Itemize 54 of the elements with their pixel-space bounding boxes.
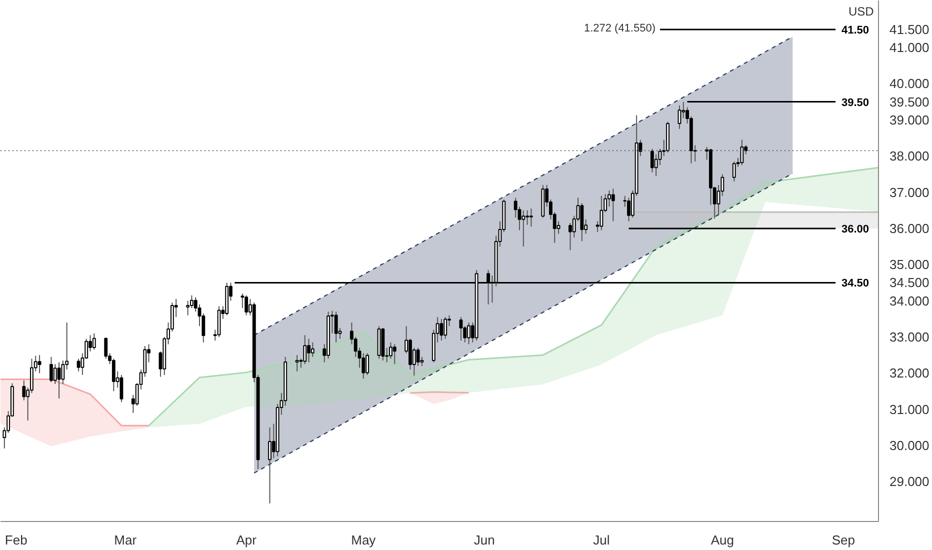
y-tick-label: 41.000 [890, 40, 930, 56]
y-tick-label: 32.000 [890, 366, 930, 381]
candlestick [611, 188, 615, 222]
y-tick-label: 34.000 [890, 293, 930, 308]
candlestick [529, 208, 533, 228]
x-tick-label: Jun [474, 532, 495, 548]
candlestick [366, 352, 370, 376]
y-tick-label: 34.500 [890, 275, 930, 290]
candlestick [295, 354, 299, 372]
x-tick-label: Sep [832, 532, 855, 548]
x-tick-label: Aug [710, 532, 734, 548]
candlestick [568, 222, 572, 251]
y-tick-label: 39.000 [890, 112, 930, 128]
y-tick-label: 38.000 [890, 148, 930, 164]
y-tick-label: 36.000 [890, 220, 930, 236]
y-tick-label: 29.000 [890, 474, 930, 490]
y-axis-title: USD [848, 4, 874, 18]
x-tick-label: Mar [114, 532, 138, 548]
candlestick [732, 161, 736, 182]
x-tick-label: Feb [4, 532, 28, 548]
y-tick-label: 39.500 [890, 94, 930, 110]
annotation: 34.50 [841, 278, 870, 290]
candlestick [440, 318, 444, 342]
candlestick [416, 347, 420, 366]
y-tick-label: 37.000 [890, 184, 930, 200]
x-tick-label: Jul [593, 532, 610, 548]
y-tick-label: 41.500 [890, 22, 930, 37]
candlestick [522, 210, 526, 248]
candlestick [627, 197, 630, 222]
y-tick-label: 31.000 [890, 402, 930, 417]
y-tick-label: 33.000 [890, 329, 930, 344]
x-tick-label: May [351, 532, 376, 548]
annotation: 41.50 [841, 24, 870, 36]
y-tick-label: 35.000 [890, 257, 930, 272]
y-tick-label: 40.000 [890, 76, 930, 92]
annotation: 1.272 (41.550) [584, 22, 656, 34]
candlestick [244, 294, 248, 316]
candlestick [268, 426, 272, 504]
candlestick [392, 344, 396, 365]
x-tick-label: Apr [236, 532, 258, 548]
candlestick [240, 293, 244, 309]
candlestick [307, 338, 310, 363]
candlestick [526, 210, 530, 226]
candlestick [678, 104, 682, 130]
candlestick [459, 316, 463, 342]
candlestick [303, 334, 307, 365]
annotation: 36.00 [841, 223, 870, 236]
candlestick [467, 322, 470, 345]
candlestick [600, 195, 604, 231]
candlestick [334, 311, 338, 343]
candlestick [444, 316, 448, 340]
annotation: 39.50 [841, 96, 870, 109]
candlestick [310, 342, 314, 358]
y-tick-label: 30.000 [890, 438, 930, 454]
